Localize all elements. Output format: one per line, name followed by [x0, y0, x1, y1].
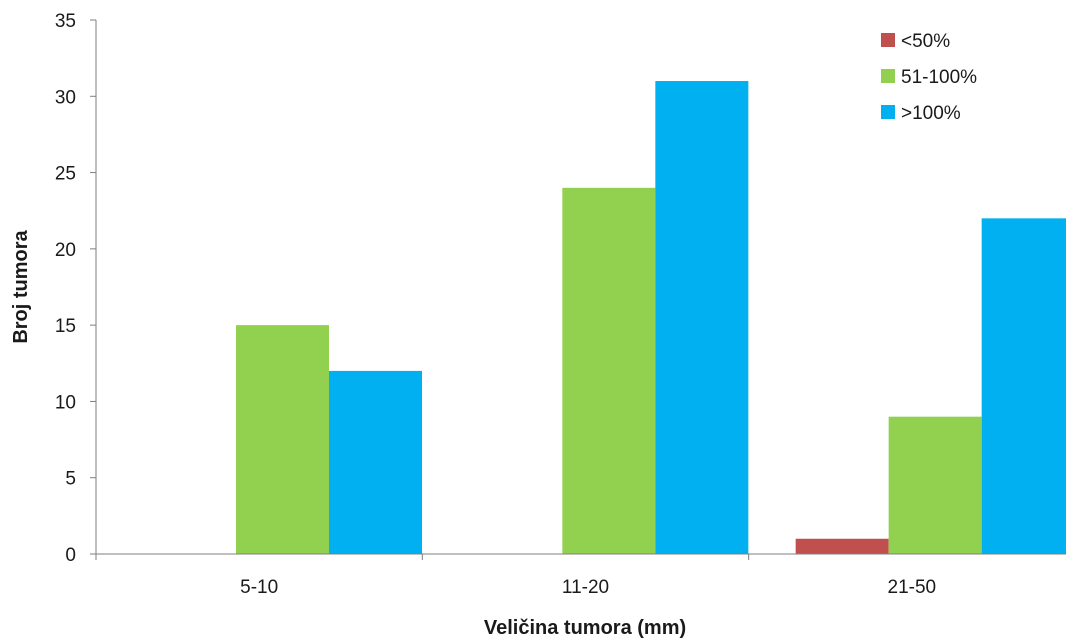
bar-21-50-series-0 — [795, 538, 889, 554]
y-tick-label-5: 5 — [65, 469, 76, 490]
y-tick-label-15: 15 — [55, 316, 76, 337]
y-tick-label-20: 20 — [55, 240, 76, 261]
y-ticks-layer: 0 5 10 15 20 25 30 35 — [55, 11, 96, 566]
bar-11-20-series-2 — [655, 81, 749, 555]
legend-swatch-2 — [881, 105, 895, 119]
x-tick-label-11-20: 11-20 — [562, 577, 609, 598]
legend-label-1: 51-100% — [901, 67, 977, 88]
x-tick-label-21-50: 21-50 — [888, 577, 937, 598]
x-ticks-layer: 5-10 11-20 21-50 — [95, 554, 937, 598]
y-axis-title: Broj tumora — [10, 229, 32, 343]
x-axis-title: Veličina tumora (mm) — [484, 617, 686, 639]
bar-21-50-series-1 — [888, 416, 982, 554]
bar-5-10-series-1 — [236, 325, 329, 554]
x-tick-label-5-10: 5-10 — [240, 577, 278, 598]
legend-label-2: >100% — [901, 103, 961, 124]
bar-11-20-series-1 — [562, 187, 656, 555]
bar-21-50-series-2 — [981, 218, 1066, 555]
y-tick-label-25: 25 — [55, 164, 76, 185]
bars-layer — [236, 81, 1066, 555]
axes-layer — [95, 20, 1066, 555]
legend-label-0: <50% — [901, 31, 950, 52]
y-tick-label-0: 0 — [65, 545, 76, 566]
y-tick-label-35: 35 — [55, 11, 76, 32]
legend-swatch-0 — [881, 33, 895, 47]
bar-5-10-series-2 — [329, 370, 422, 554]
legend: <50% 51-100% >100% — [881, 31, 977, 124]
y-tick-label-10: 10 — [55, 392, 76, 413]
legend-swatch-1 — [881, 69, 895, 83]
y-tick-label-30: 30 — [55, 87, 76, 108]
